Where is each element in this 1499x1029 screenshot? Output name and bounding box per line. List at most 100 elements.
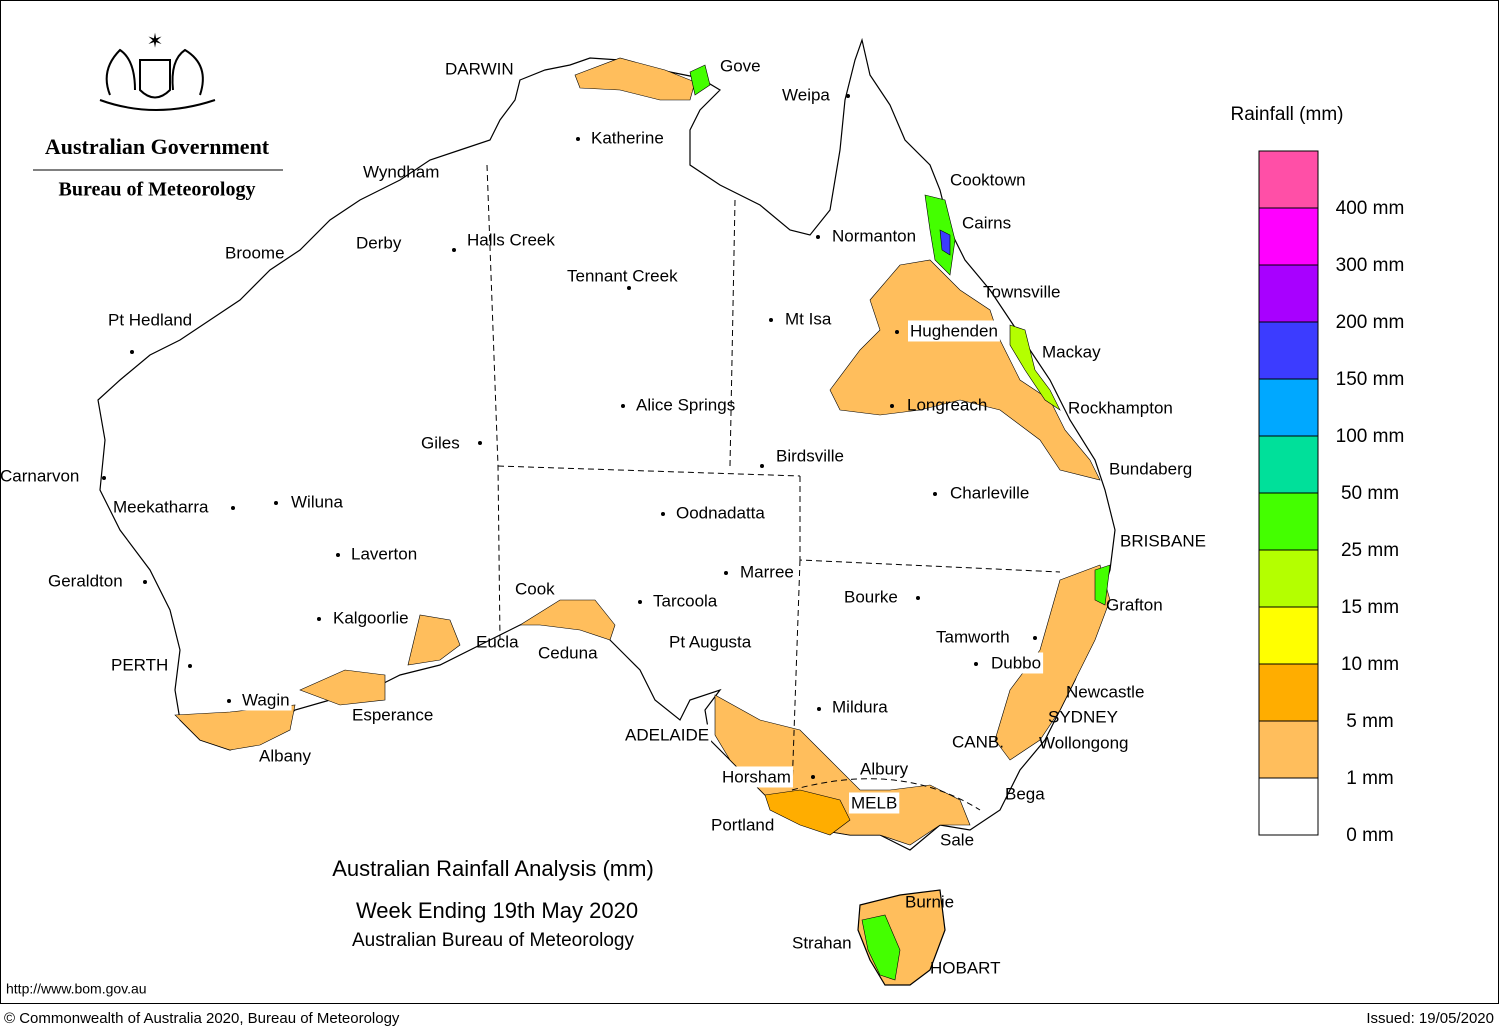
city-dot xyxy=(227,699,231,703)
city-dot xyxy=(336,553,340,557)
legend-swatch xyxy=(1258,378,1319,437)
city-label: Birdsville xyxy=(776,446,844,465)
legend-swatch xyxy=(1258,606,1319,665)
label-background xyxy=(849,792,900,814)
city-label: Bega xyxy=(1005,784,1045,803)
city-label: Alice Springs xyxy=(636,395,735,414)
legend-label: 400 mm xyxy=(1336,198,1405,219)
city-dot xyxy=(274,501,278,505)
city-label: Dubbo xyxy=(991,653,1041,672)
city-label: Townsville xyxy=(983,282,1060,301)
city-dot xyxy=(188,664,192,668)
city-label: Albury xyxy=(860,759,909,778)
legend-swatch xyxy=(1258,492,1319,551)
city-label: Cairns xyxy=(962,213,1011,232)
label-background xyxy=(623,724,712,746)
city-label: ADELAIDE xyxy=(625,725,709,744)
city-label: HOBART xyxy=(930,958,1001,977)
label-background xyxy=(720,766,793,788)
legend-label: 0 mm xyxy=(1346,825,1394,846)
label-background xyxy=(908,320,1000,342)
city-label: Meekatharra xyxy=(113,497,209,516)
city-dot xyxy=(890,404,894,408)
city-label: Mackay xyxy=(1042,342,1101,361)
state-borders xyxy=(486,164,1061,811)
city-label: Broome xyxy=(225,243,285,262)
city-dot xyxy=(102,476,106,480)
city-label: Geraldton xyxy=(48,571,123,590)
city-label: Pt Augusta xyxy=(669,632,752,651)
city-dot xyxy=(1033,636,1037,640)
city-dot xyxy=(130,350,134,354)
title-line: Australian Rainfall Analysis (mm) xyxy=(332,856,654,881)
city-label: Hughenden xyxy=(910,321,998,340)
city-label: Derby xyxy=(356,233,402,252)
city-label: Bourke xyxy=(844,587,898,606)
label-background xyxy=(240,689,292,711)
legend-label: 10 mm xyxy=(1341,654,1399,675)
city-label: Laverton xyxy=(351,544,417,563)
city-label: Albany xyxy=(259,746,311,765)
copyright: © Commonwealth of Australia 2020, Bureau… xyxy=(4,1010,400,1027)
legend-swatch xyxy=(1258,435,1319,494)
city-label: Tarcoola xyxy=(653,591,718,610)
legend-label: 100 mm xyxy=(1336,426,1405,447)
tasmania xyxy=(857,889,946,986)
city-label: PERTH xyxy=(111,655,168,674)
issued-date: Issued: 19/05/2020 xyxy=(1366,1010,1494,1027)
city-label: Wyndham xyxy=(363,162,439,181)
legend-label: 50 mm xyxy=(1341,483,1399,504)
crest: ✶ xyxy=(99,30,216,111)
city-dot xyxy=(933,492,937,496)
legend-swatch xyxy=(1258,777,1319,836)
legend-label: 150 mm xyxy=(1336,369,1405,390)
city-dot xyxy=(769,318,773,322)
city-dot xyxy=(452,248,456,252)
city-label: Rockhampton xyxy=(1068,398,1173,417)
svg-text:✶: ✶ xyxy=(147,30,164,52)
city-label: Grafton xyxy=(1106,595,1163,614)
city-label: Katherine xyxy=(591,128,664,147)
city-dot xyxy=(811,775,815,779)
city-label: Weipa xyxy=(782,85,830,104)
city-label: Pt Hedland xyxy=(108,310,192,329)
legend-swatch xyxy=(1258,720,1319,779)
title-line: Australian Bureau of Meteorology xyxy=(352,930,634,951)
label-background xyxy=(989,652,1044,674)
legend-swatch xyxy=(1258,150,1319,209)
city-dot xyxy=(895,330,899,334)
city-label: Newcastle xyxy=(1066,682,1144,701)
city-label: Wiluna xyxy=(291,492,344,511)
city-label: Marree xyxy=(740,562,794,581)
legend-label: 200 mm xyxy=(1336,312,1405,333)
city-dot xyxy=(661,512,665,516)
legend-swatch xyxy=(1258,549,1319,608)
city-label: Wollongong xyxy=(1039,733,1128,752)
city-label: DARWIN xyxy=(445,59,514,78)
city-label: Longreach xyxy=(907,395,987,414)
government-name: Australian Government xyxy=(45,134,270,159)
city-label: Tennant Creek xyxy=(567,266,678,285)
city-label: Gove xyxy=(720,56,761,75)
title-line: Week Ending 19th May 2020 xyxy=(356,898,638,923)
city-label: Sale xyxy=(940,830,974,849)
city-label: Ceduna xyxy=(538,643,598,662)
city-dot xyxy=(760,464,764,468)
city-dot xyxy=(627,286,631,290)
city-dot xyxy=(143,580,147,584)
city-label: Bundaberg xyxy=(1109,459,1192,478)
city-label: Normanton xyxy=(832,226,916,245)
legend-swatch xyxy=(1258,321,1319,380)
city-label: SYDNEY xyxy=(1048,707,1118,726)
city-label: Tamworth xyxy=(936,627,1010,646)
city-label: Giles xyxy=(421,433,460,452)
city-label: Horsham xyxy=(722,767,791,786)
legend-label: 5 mm xyxy=(1346,711,1394,732)
city-label: Eucla xyxy=(476,632,519,651)
legend-label: 15 mm xyxy=(1341,597,1399,618)
city-label: Mildura xyxy=(832,697,888,716)
city-label: Carnarvon xyxy=(0,466,79,485)
city-label: Wagin xyxy=(242,690,290,709)
legend-label: 1 mm xyxy=(1346,768,1394,789)
